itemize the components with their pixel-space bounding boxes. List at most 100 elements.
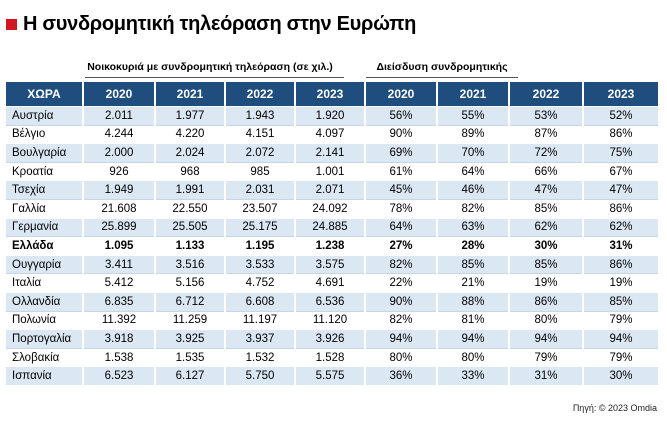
penetration-cell: 47% <box>509 180 584 200</box>
penetration-cell: 30% <box>509 236 584 256</box>
households-cell: 6.608 <box>225 291 296 312</box>
households-cell: 6.835 <box>83 291 156 312</box>
penetration-cell: 82% <box>437 198 510 219</box>
penetration-cell: 86% <box>509 291 584 312</box>
header-households-2021: 2021 <box>155 82 226 107</box>
penetration-cell: 46% <box>437 180 510 200</box>
penetration-cell: 79% <box>583 310 658 330</box>
penetration-cell: 89% <box>437 124 510 144</box>
penetration-cell: 80% <box>509 310 584 330</box>
penetration-cell: 27% <box>365 236 438 256</box>
table-row: Κροατία 926 968 985 1.001 61% 64% 66% 67% <box>6 161 658 181</box>
households-cell: 1.991 <box>155 180 226 200</box>
penetration-cell: 85% <box>437 254 510 274</box>
header-households-2022: 2022 <box>225 82 296 107</box>
households-cell: 24.885 <box>295 217 366 237</box>
penetration-cell: 86% <box>583 124 658 144</box>
households-cell: 2.011 <box>83 106 156 126</box>
penetration-cell: 72% <box>509 143 584 163</box>
header-row: ΧΩΡΑ 2020 2021 2022 2023 2020 2021 2022 … <box>6 82 658 107</box>
penetration-cell: 80% <box>365 347 438 367</box>
penetration-cell: 86% <box>583 198 658 219</box>
households-cell: 21.608 <box>83 198 156 219</box>
penetration-cell: 19% <box>583 273 658 293</box>
penetration-cell: 52% <box>583 106 658 126</box>
households-cell: 2.141 <box>295 143 366 163</box>
penetration-cell: 28% <box>437 236 510 256</box>
households-cell: 3.925 <box>155 329 226 349</box>
penetration-cell: 21% <box>437 273 510 293</box>
households-cell: 2.024 <box>155 143 226 163</box>
penetration-cell: 86% <box>583 254 658 274</box>
header-penetration-2022: 2022 <box>509 82 584 107</box>
country-cell: Τσεχία <box>6 180 84 200</box>
page-title: Η συνδρομητική τηλεόραση στην Ευρώπη <box>23 12 417 35</box>
table-row: Βουλγαρία 2.000 2.024 2.072 2.141 69% 70% 72% 75… <box>6 143 658 163</box>
households-cell: 1.949 <box>83 180 156 200</box>
penetration-cell: 87% <box>509 124 584 144</box>
penetration-cell: 19% <box>509 273 584 293</box>
header-households-2023: 2023 <box>295 82 366 107</box>
header-country: ΧΩΡΑ <box>6 82 84 107</box>
penetration-cell: 70% <box>437 143 510 163</box>
households-cell: 4.752 <box>225 273 296 293</box>
table-row: Ελλάδα 1.095 1.133 1.195 1.238 27% 28% 30% 31% <box>6 236 658 256</box>
country-cell: Ιταλία <box>6 273 84 293</box>
households-cell: 968 <box>155 161 226 181</box>
penetration-cell: 90% <box>365 124 438 144</box>
penetration-cell: 79% <box>583 347 658 367</box>
country-cell: Σλοβακία <box>6 347 84 367</box>
households-cell: 1.001 <box>295 161 366 181</box>
header-penetration-2023: 2023 <box>583 82 658 107</box>
households-cell: 3.575 <box>295 254 366 274</box>
households-cell: 1.535 <box>155 347 226 367</box>
penetration-cell: 75% <box>583 143 658 163</box>
group-underline-households <box>85 77 344 78</box>
country-cell: Κροατία <box>6 161 84 181</box>
penetration-cell: 82% <box>365 310 438 330</box>
households-cell: 4.097 <box>295 124 366 144</box>
penetration-cell: 62% <box>509 217 584 237</box>
penetration-cell: 69% <box>365 143 438 163</box>
penetration-cell: 78% <box>365 198 438 219</box>
country-cell: Ουγγαρία <box>6 254 84 274</box>
households-cell: 4.691 <box>295 273 366 293</box>
header-households-2020: 2020 <box>83 82 156 107</box>
penetration-cell: 33% <box>437 366 510 385</box>
country-cell: Βέλγιο <box>6 124 84 144</box>
households-cell: 2.072 <box>225 143 296 163</box>
households-cell: 24.092 <box>295 198 366 219</box>
group-label-penetration: Διείσδυση συνδρομητικής <box>376 61 508 73</box>
households-cell: 3.516 <box>155 254 226 274</box>
households-cell: 3.533 <box>225 254 296 274</box>
households-cell: 5.750 <box>225 366 296 385</box>
table-row: Αυστρία 2.011 1.977 1.943 1.920 56% 55% 53% 52% <box>6 106 658 126</box>
table-row: Γαλλία 21.608 22.550 23.507 24.092 78% 82% 85% 8… <box>6 198 658 219</box>
penetration-cell: 64% <box>437 161 510 181</box>
households-cell: 1.943 <box>225 106 296 126</box>
households-cell: 6.127 <box>155 366 226 385</box>
penetration-cell: 90% <box>365 291 438 312</box>
households-cell: 1.133 <box>155 236 226 256</box>
households-cell: 926 <box>83 161 156 181</box>
penetration-cell: 36% <box>365 366 438 385</box>
penetration-cell: 94% <box>437 329 510 349</box>
penetration-cell: 82% <box>365 254 438 274</box>
households-cell: 1.095 <box>83 236 156 256</box>
households-cell: 5.412 <box>83 273 156 293</box>
households-cell: 1.538 <box>83 347 156 367</box>
penetration-cell: 85% <box>509 198 584 219</box>
country-cell: Ελλάδα <box>6 236 84 256</box>
country-cell: Γαλλία <box>6 198 84 219</box>
penetration-cell: 66% <box>509 161 584 181</box>
households-cell: 25.505 <box>155 217 226 237</box>
households-cell: 3.411 <box>83 254 156 274</box>
table-row: Ιταλία 5.412 5.156 4.752 4.691 22% 21% 19% 19% <box>6 273 658 293</box>
country-cell: Ισπανία <box>6 366 84 385</box>
households-cell: 11.197 <box>225 310 296 330</box>
households-cell: 3.937 <box>225 329 296 349</box>
country-cell: Βουλγαρία <box>6 143 84 163</box>
penetration-cell: 53% <box>509 106 584 126</box>
penetration-cell: 63% <box>437 217 510 237</box>
table-row: Πορτογαλία 3.918 3.925 3.937 3.926 94% 94% 94% 9… <box>6 329 658 349</box>
